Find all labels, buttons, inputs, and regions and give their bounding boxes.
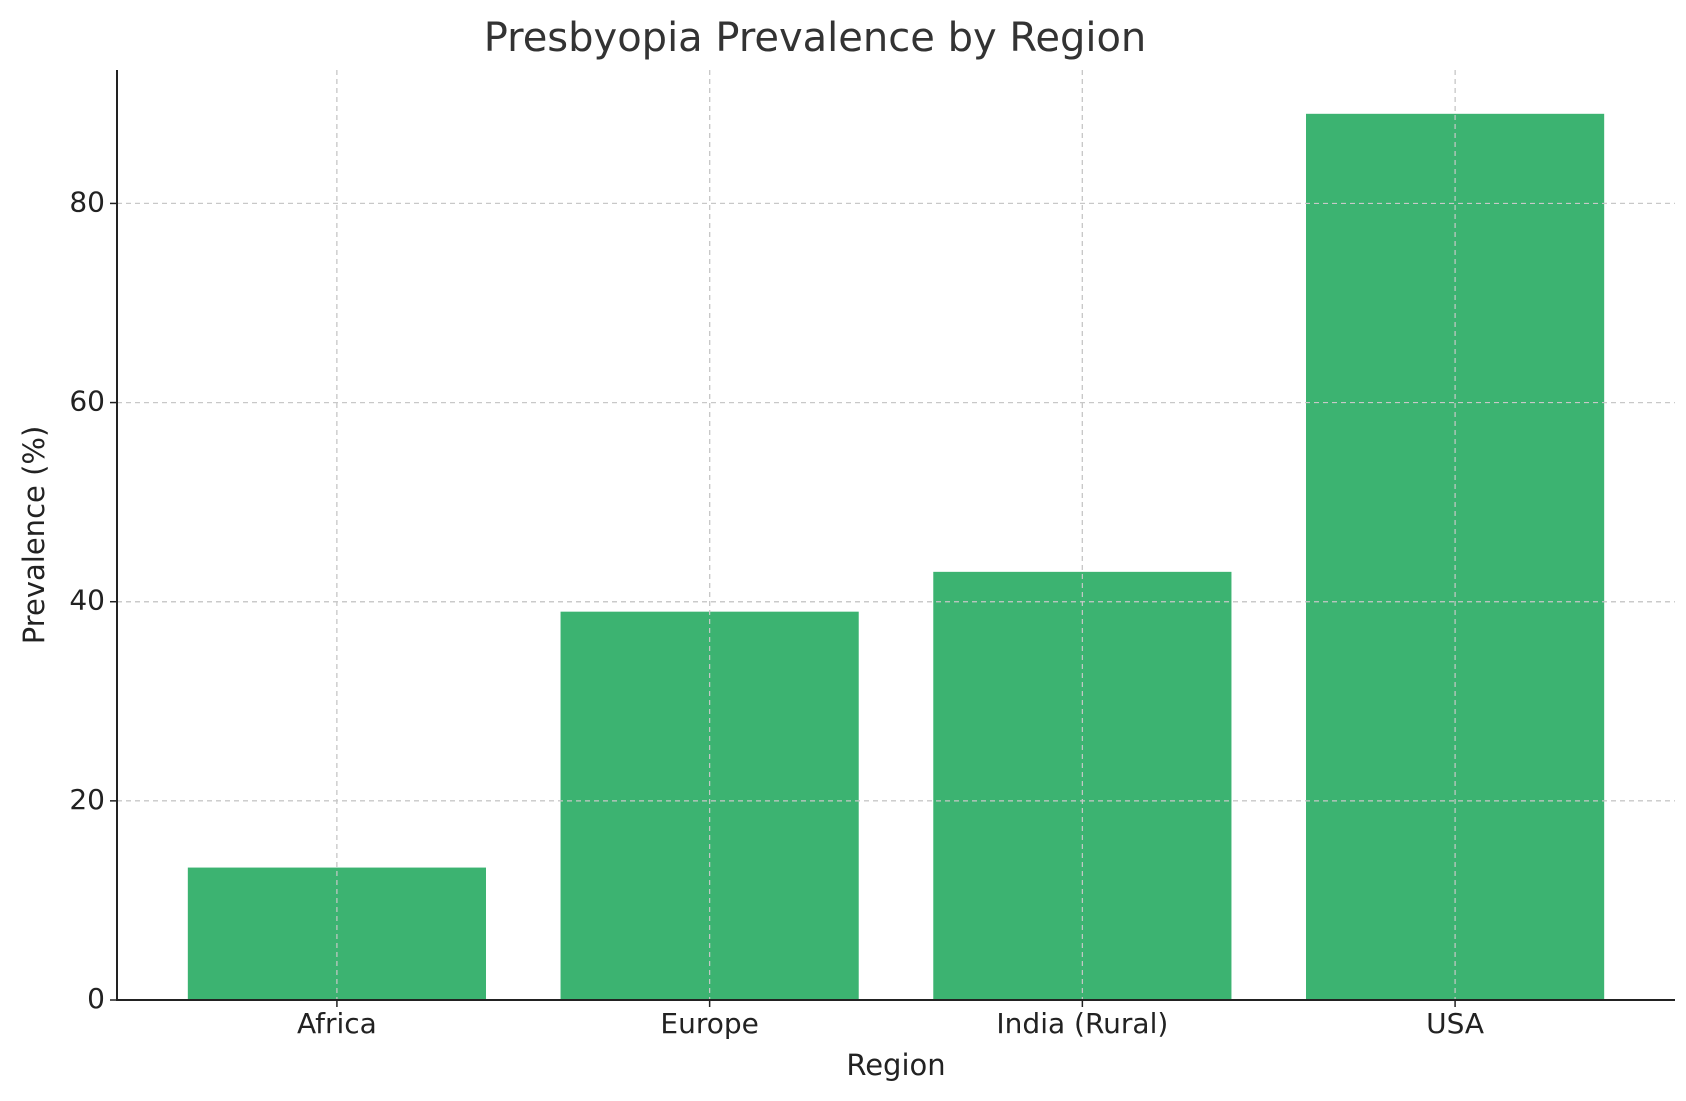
x-tick-label: Africa (297, 1007, 377, 1040)
x-tick-label: Europe (660, 1007, 758, 1040)
y-axis-label: Prevalence (%) (17, 426, 51, 645)
y-tick-label: 0 (87, 982, 105, 1015)
x-tick-label: India (Rural) (996, 1007, 1168, 1040)
bar (560, 611, 859, 1000)
y-tick-label: 40 (69, 584, 105, 617)
chart-title: Presbyopia Prevalence by Region (484, 15, 1147, 61)
y-tick-label: 60 (69, 385, 105, 418)
x-tick-label: USA (1426, 1007, 1484, 1040)
y-tick-label: 20 (69, 783, 105, 816)
y-tick-label: 80 (69, 185, 105, 218)
x-axis-label: Region (846, 1048, 945, 1082)
